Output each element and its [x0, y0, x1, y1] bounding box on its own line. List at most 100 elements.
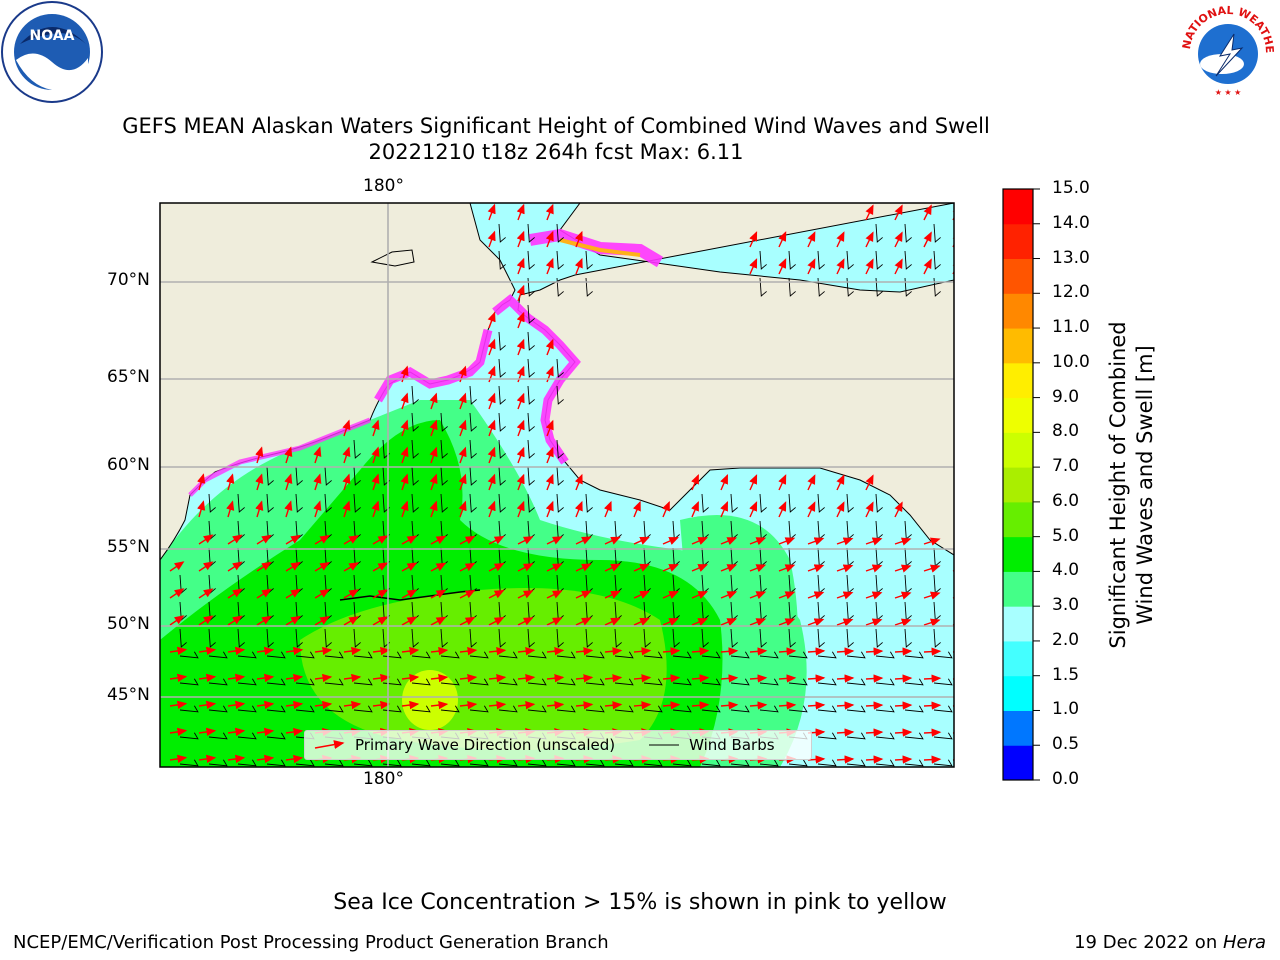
wave-direction-arrow [836, 258, 845, 275]
wave-direction-arrow [285, 534, 301, 545]
wind-barb [208, 651, 228, 659]
wave-direction-arrow [516, 446, 525, 464]
wave-direction-arrow [169, 615, 185, 626]
wind-barb [411, 651, 431, 659]
wind-barb [933, 277, 941, 297]
wave-direction-arrow [197, 473, 206, 491]
wind-barb [904, 628, 912, 648]
wave-direction-arrow [226, 500, 235, 518]
wave-direction-arrow [720, 591, 738, 600]
wave-direction-arrow [342, 473, 351, 491]
colorbar-bin [1003, 223, 1033, 260]
colorbar-bin [1003, 293, 1033, 329]
wave-direction-arrow [488, 647, 507, 656]
wave-direction-arrow [691, 474, 699, 491]
wave-direction-arrow [372, 562, 389, 572]
wind-barb [324, 493, 332, 513]
wave-direction-arrow [894, 537, 912, 546]
lat-label-60: 60°N [107, 455, 150, 475]
wave-direction-arrow [865, 474, 874, 491]
wave-direction-arrow [691, 674, 710, 683]
wind-barb [933, 678, 953, 686]
wind-barb [672, 651, 692, 659]
wind-barb [498, 358, 506, 378]
wave-direction-arrow [401, 646, 420, 656]
run-date-text: 19 Dec 2022 on [1074, 932, 1223, 953]
wave-direction-arrow [545, 257, 554, 275]
wave-direction-arrow [691, 501, 699, 518]
wind-barb [556, 466, 564, 486]
wave-direction-arrow [371, 446, 380, 464]
colorbar-bin [1003, 571, 1033, 607]
wind-barb [353, 493, 361, 513]
wind-barb [382, 705, 402, 713]
wind-barb [817, 651, 837, 659]
wind-barb-legend-icon [649, 744, 680, 746]
wind-barb [730, 759, 750, 767]
wind-barb [266, 678, 286, 686]
colorbar-tick-label: 10.0 [1052, 351, 1090, 372]
wave-direction-arrow [256, 673, 275, 683]
colorbar-bin [1003, 606, 1033, 642]
wind-barb [411, 493, 419, 513]
wave-direction-arrow [691, 537, 709, 545]
wind-barb [817, 759, 837, 767]
wave-direction-arrow [807, 701, 826, 710]
wave-direction-arrow [545, 473, 554, 491]
wind-barb [527, 304, 535, 324]
colorbar-tick-label: 11.0 [1052, 317, 1090, 338]
wave-direction-arrow [749, 618, 767, 627]
wave-direction-arrow [516, 257, 525, 275]
wind-barb [643, 678, 663, 686]
wave-direction-arrow [516, 473, 525, 491]
wave-direction-arrow [459, 700, 478, 710]
wave-direction-arrow [604, 563, 621, 572]
wind-barb [324, 759, 344, 767]
wind-barb [701, 705, 721, 713]
wind-barb [237, 705, 257, 713]
svg-text:★ ★ ★: ★ ★ ★ [1215, 88, 1242, 97]
colorbar-title: Significant Height of Combined Wind Wave… [1106, 321, 1157, 648]
colorbar-tick-label: 9.0 [1052, 386, 1080, 407]
wind-barb [963, 629, 970, 647]
colorbar-bin [1003, 432, 1033, 468]
wind-barb [498, 678, 518, 686]
wave-direction-arrow [169, 588, 185, 599]
wind-barb [904, 277, 912, 297]
wave-direction-arrow [807, 674, 826, 683]
wave-direction-arrow [865, 258, 874, 275]
wave-direction-arrow [923, 231, 932, 248]
wave-direction-arrow [285, 561, 301, 572]
wind-barb [846, 678, 866, 686]
wind-barb [933, 250, 941, 270]
colorbar-bin [1003, 467, 1033, 503]
wave-direction-arrow [807, 618, 825, 627]
wind-barb [179, 759, 199, 767]
wave-direction-arrow [633, 701, 652, 710]
run-date: 19 Dec 2022 on Hera [1074, 932, 1266, 953]
wave-direction-arrow [343, 673, 362, 683]
colorbar-tick-label: 4.0 [1052, 560, 1080, 581]
wave-direction-arrow [429, 500, 438, 518]
wave-direction-arrow [487, 392, 496, 410]
wind-barb [527, 439, 535, 459]
wind-barb [614, 628, 622, 648]
wave-direction-arrow [517, 617, 534, 626]
lat-label-70: 70°N [107, 270, 150, 290]
wave-direction-arrow [400, 500, 409, 518]
wave-direction-arrow [720, 564, 738, 573]
wave-direction-arrow [430, 589, 447, 599]
wind-barb [701, 678, 721, 686]
wind-barb [469, 628, 477, 648]
wave-direction-arrow [749, 474, 758, 491]
wave-direction-arrow [517, 647, 536, 656]
wind-barb [556, 358, 564, 378]
wind-barb [469, 439, 477, 459]
wave-direction-arrow [198, 561, 214, 572]
wind-barb [208, 493, 216, 513]
wind-barb [498, 412, 506, 432]
wind-barb [846, 705, 866, 713]
wave-direction-arrow [545, 203, 554, 221]
wave-direction-arrow [691, 701, 710, 710]
